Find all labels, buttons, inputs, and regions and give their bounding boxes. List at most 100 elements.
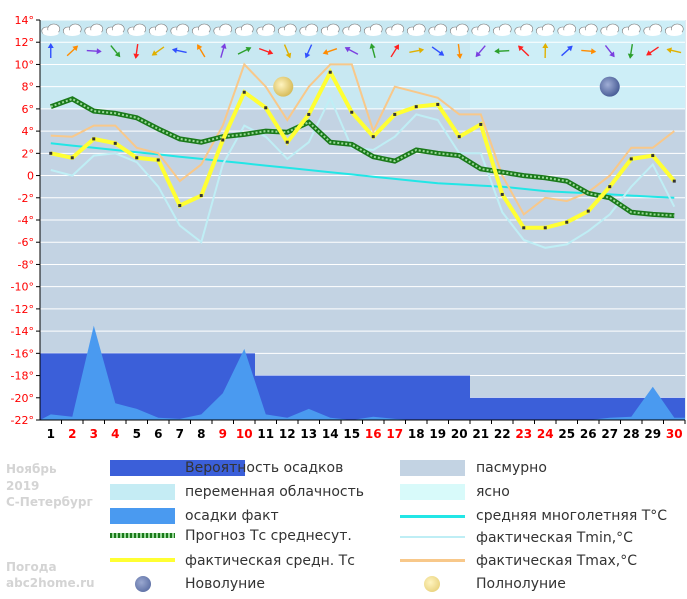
cloud-icon-part xyxy=(580,30,597,36)
cloud-icon xyxy=(621,23,641,36)
wind-arrow-icon xyxy=(258,47,274,55)
cloud-icon xyxy=(234,23,254,36)
fact-avg-point xyxy=(414,105,418,109)
y-tick-label: -12° xyxy=(11,303,34,316)
x-tick-label: 14 xyxy=(322,427,339,441)
x-tick-label: 17 xyxy=(386,427,403,441)
x-tick-label: 18 xyxy=(408,427,425,441)
wind-arrow-icon xyxy=(322,48,338,55)
cloud-icon xyxy=(277,23,297,36)
wind-arrow-head xyxy=(418,47,425,54)
cloud-icon-part xyxy=(365,30,382,36)
x-tick-label: 27 xyxy=(601,427,618,441)
wind-arrow-head xyxy=(369,43,376,49)
fact-avg-point xyxy=(457,135,461,139)
fact-avg-point xyxy=(156,158,160,162)
x-tick-label: 7 xyxy=(176,427,184,441)
wind-arrow-head xyxy=(456,53,463,59)
legend-label-tmax: фактическая Tmax,°C xyxy=(476,553,638,569)
cloud-icon-part xyxy=(429,30,446,36)
wind-arrow-head xyxy=(494,48,500,55)
fact-avg-point xyxy=(672,179,676,183)
y-tick-label: -8° xyxy=(18,258,34,271)
legend-label-clear: ясно xyxy=(476,484,510,500)
wind-arrow-head xyxy=(114,51,121,58)
x-tick-label: 13 xyxy=(300,427,317,441)
series-fact-tmax xyxy=(50,62,675,216)
cloud-icon xyxy=(62,23,82,36)
wind-arrow-head xyxy=(475,51,482,58)
legend-label-variable-cloud: переменная облачность xyxy=(185,484,365,500)
x-tick-label: 26 xyxy=(580,427,597,441)
cloud-icon xyxy=(406,23,426,36)
wind-arrow-icon xyxy=(409,47,425,54)
weather-icons-row xyxy=(41,23,684,59)
fact-avg-point xyxy=(543,226,547,230)
fact-avg-point xyxy=(264,106,268,110)
wind-arrow-head xyxy=(72,45,79,52)
fact-avg-point xyxy=(70,156,74,160)
x-tick-label: 24 xyxy=(537,427,554,441)
fact-avg-point xyxy=(565,220,569,224)
y-tick-label: -2° xyxy=(18,192,34,205)
series-longterm-avg xyxy=(50,142,675,199)
cloud-icon xyxy=(84,23,104,36)
legend-swatch-tmax xyxy=(400,559,465,562)
y-tick-label: -20° xyxy=(11,392,34,405)
legend-label-new-moon: Новолуние xyxy=(185,576,266,592)
x-tick-label: 11 xyxy=(257,427,274,441)
wind-arrow-icon xyxy=(197,44,206,58)
wind-arrow-icon xyxy=(581,48,597,55)
fact-avg-point xyxy=(522,226,526,230)
meta-month: Ноябрь xyxy=(6,462,57,476)
wind-arrow-head xyxy=(267,49,274,55)
wind-arrow-head xyxy=(197,44,203,50)
x-tick-label: 21 xyxy=(472,427,489,441)
wind-arrow-head xyxy=(590,48,597,55)
legend-label-precip-fact: осадки факт xyxy=(185,508,279,524)
legend-swatch-forecast xyxy=(110,533,175,538)
cloud-icon-part xyxy=(322,30,339,36)
wind-arrow-head xyxy=(96,48,102,55)
wind-arrow-head xyxy=(566,45,573,52)
cloud-icon-part xyxy=(42,30,59,36)
x-tick-label: 4 xyxy=(111,427,119,441)
y-tick-label: 2° xyxy=(22,147,35,160)
cloud-icon-part xyxy=(214,30,231,36)
wind-arrow-head xyxy=(393,44,399,51)
cloud-icon xyxy=(514,23,534,36)
x-tick-label: 30 xyxy=(666,427,683,441)
legend-label-forecast: Прогноз Тс среднесут. xyxy=(185,528,352,544)
wind-arrow-head xyxy=(285,52,292,59)
cloud-icon-part xyxy=(236,30,253,36)
cloud-icon xyxy=(385,23,405,36)
cloud-icon xyxy=(170,23,190,36)
legend-label-full-moon: Полнолуние xyxy=(476,576,566,592)
precip-fact-area xyxy=(40,325,685,420)
y-tick-label: -16° xyxy=(11,347,34,360)
wind-arrow-icon xyxy=(627,43,634,59)
legend-swatch-precip-prob xyxy=(110,460,245,476)
cloud-icon-part xyxy=(64,30,81,36)
cloud-icon xyxy=(600,23,620,36)
fact-avg-point xyxy=(586,209,590,213)
cloud-icon-part xyxy=(451,30,468,36)
wind-arrow-icon xyxy=(171,47,187,54)
fact-avg-point xyxy=(178,204,182,208)
wind-arrow-icon xyxy=(66,45,79,57)
x-tick-label: 15 xyxy=(343,427,360,441)
wind-arrow-head xyxy=(646,50,652,56)
x-tick-label: 5 xyxy=(133,427,141,441)
wind-arrow-head xyxy=(666,47,673,54)
legend-swatch-clear xyxy=(400,484,465,500)
y-tick-label: -4° xyxy=(18,214,34,227)
legend-label-precip-prob: Вероятность осадков xyxy=(185,460,344,476)
fact-avg-point xyxy=(285,140,289,144)
fact-avg-point xyxy=(651,154,655,158)
legend-swatch-tmin xyxy=(400,536,465,538)
wind-arrow-icon xyxy=(304,44,313,59)
meta-year: 2019 xyxy=(6,479,40,493)
wind-arrow-head xyxy=(304,52,311,59)
x-tick-label: 6 xyxy=(154,427,162,441)
y-tick-label: 4° xyxy=(22,125,35,138)
